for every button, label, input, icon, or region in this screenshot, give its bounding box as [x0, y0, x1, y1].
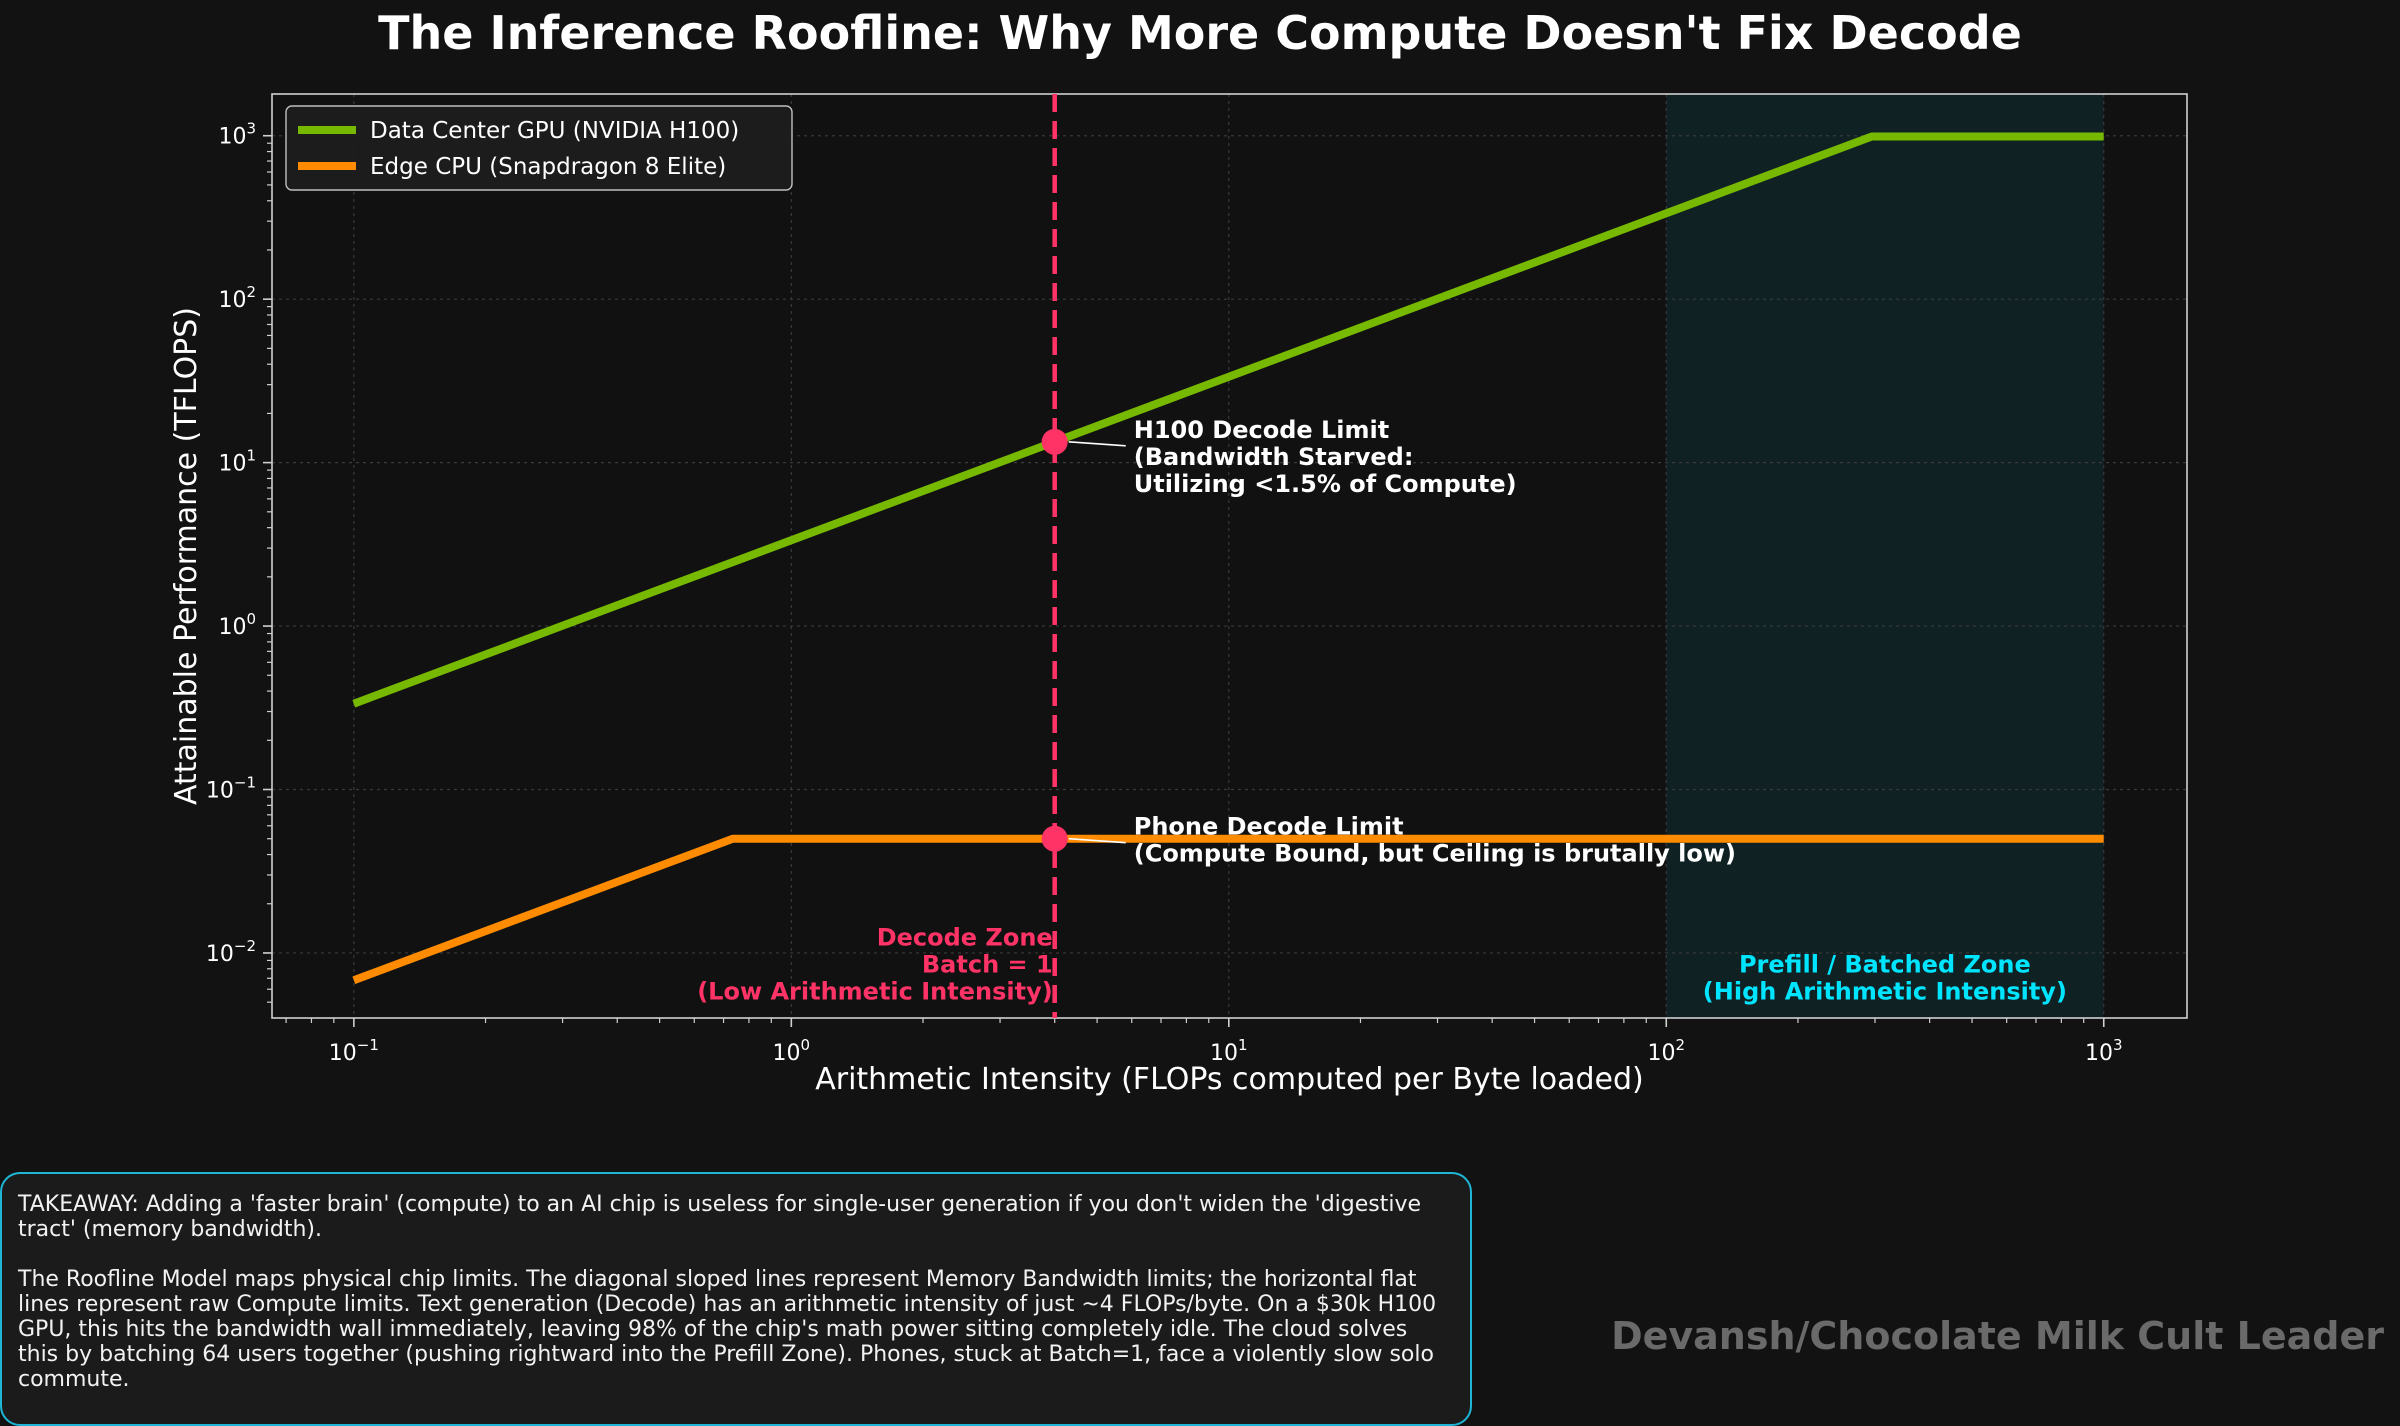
takeaway-box: TAKEAWAY: Adding a 'faster brain' (compu…: [0, 1172, 1472, 1426]
x-tick-label: 100: [773, 1036, 811, 1066]
legend-box: [285, 105, 793, 191]
annotation-text-line: Batch = 1: [922, 950, 1053, 978]
x-tick-label: 101: [1210, 1036, 1248, 1066]
chart-title: The Inference Roofline: Why More Compute…: [378, 6, 2022, 60]
decode-point-1: [1041, 825, 1068, 852]
x-axis-ticks: 10−1 100 101 102 103: [329, 1018, 2123, 1066]
annotation-text-line: Prefill / Batched Zone: [1739, 950, 2031, 978]
legend-label-1: Edge CPU (Snapdragon 8 Elite): [370, 154, 726, 180]
annotation-arrow: [1068, 441, 1126, 447]
y-tick-label: 10−1: [206, 774, 256, 804]
x-tick-label: 10−1: [329, 1036, 379, 1066]
series-line-0: [352, 132, 2104, 708]
legend: Data Center GPU (NVIDIA H100) Edge CPU (S…: [285, 105, 793, 191]
annotation-text-line: H100 Decode Limit: [1134, 416, 1390, 444]
x-tick-label: 103: [2085, 1036, 2123, 1066]
grid: [272, 94, 2187, 1018]
prefill-zone-shading: [1666, 94, 2104, 1018]
takeaway-headline: TAKEAWAY: Adding a 'faster brain' (compu…: [18, 1192, 1422, 1242]
annotation-text-line: (High Arithmetic Intensity): [1703, 977, 2067, 1005]
x-tick-label: 102: [1647, 1036, 1685, 1066]
decode-point-0: [1041, 428, 1068, 455]
y-tick-label: 100: [218, 610, 256, 640]
y-axis-ticks: 10−2 10−1 100 101 102 103: [206, 120, 272, 967]
y-tick-label: 101: [218, 447, 256, 477]
y-axis-label: Attainable Performance (TFLOPS): [169, 307, 204, 805]
y-tick-label: 103: [218, 120, 256, 150]
y-tick-label: 102: [218, 283, 256, 313]
annotation-text-line: Utilizing <1.5% of Compute): [1134, 470, 1517, 498]
annotation-arrow: [1068, 837, 1126, 844]
y-tick-label: 10−2: [206, 937, 256, 967]
minor-ticks: [267, 142, 2085, 1023]
author-watermark: Devansh/Chocolate Milk Cult Leader: [1611, 1314, 2384, 1358]
annotation-0: H100 Decode Limit(Bandwidth Starved:Util…: [1068, 416, 1517, 498]
plot-area: [272, 94, 2187, 1018]
annotation-text-line: Phone Decode Limit: [1134, 813, 1404, 841]
annotation-1: Phone Decode Limit(Compute Bound, but Ce…: [1068, 813, 1736, 868]
annotation-text-line: (Compute Bound, but Ceiling is brutally …: [1134, 840, 1736, 868]
annotation-text-line: (Low Arithmetic Intensity): [697, 977, 1053, 1005]
takeaway-body: The Roofline Model maps physical chip li…: [18, 1267, 1437, 1392]
x-axis-label: Arithmetic Intensity (FLOPs computed per…: [815, 1062, 1644, 1097]
annotation-text-line: (Bandwidth Starved:: [1134, 443, 1414, 471]
annotation-3: Prefill / Batched Zone(High Arithmetic I…: [1703, 950, 2067, 1005]
legend-label-0: Data Center GPU (NVIDIA H100): [370, 118, 739, 144]
series-line-1: [352, 834, 2104, 985]
annotation-text-line: Decode Zone: [877, 923, 1053, 951]
